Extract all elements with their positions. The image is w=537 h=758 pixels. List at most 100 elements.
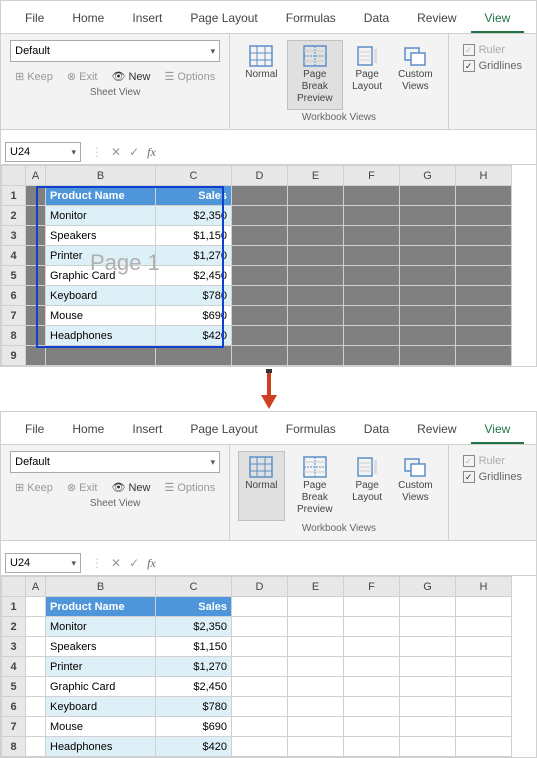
cell-C1[interactable]: Sales: [156, 186, 232, 206]
cell-A9[interactable]: [26, 346, 46, 366]
row-header-6[interactable]: 6: [2, 697, 26, 717]
cell-A6[interactable]: [26, 286, 46, 306]
col-header-A[interactable]: A: [26, 166, 46, 186]
ruler-checkbox[interactable]: ✓Ruler: [463, 455, 522, 467]
col-header-B[interactable]: B: [46, 577, 156, 597]
cell-F4[interactable]: [344, 657, 400, 677]
cell-D1[interactable]: [232, 186, 288, 206]
cell-E4[interactable]: [288, 246, 344, 266]
tab-file[interactable]: File: [11, 416, 58, 444]
cell-E3[interactable]: [288, 226, 344, 246]
cell-A2[interactable]: [26, 617, 46, 637]
cell-F3[interactable]: [344, 226, 400, 246]
tab-insert[interactable]: Insert: [118, 5, 176, 33]
cell-H5[interactable]: [456, 266, 512, 286]
keep-button[interactable]: ⊞Keep: [9, 479, 59, 496]
tab-file[interactable]: File: [11, 5, 58, 33]
cell-C8[interactable]: $420: [156, 326, 232, 346]
tab-page-layout[interactable]: Page Layout: [176, 5, 271, 33]
cell-D9[interactable]: [232, 346, 288, 366]
options-button[interactable]: ☰Options: [158, 479, 221, 496]
normal-view-button[interactable]: Normal: [238, 40, 284, 110]
cell-E5[interactable]: [288, 677, 344, 697]
cell-G7[interactable]: [400, 306, 456, 326]
cell-A8[interactable]: [26, 737, 46, 757]
cell-G8[interactable]: [400, 737, 456, 757]
cell-B1[interactable]: Product Name: [46, 186, 156, 206]
col-header-E[interactable]: E: [288, 166, 344, 186]
gridlines-checkbox[interactable]: ✓Gridlines: [463, 60, 522, 72]
cell-A1[interactable]: [26, 597, 46, 617]
cell-H2[interactable]: [456, 617, 512, 637]
cell-C4[interactable]: $1,270: [156, 246, 232, 266]
row-header-7[interactable]: 7: [2, 717, 26, 737]
tab-data[interactable]: Data: [350, 5, 403, 33]
cell-H6[interactable]: [456, 697, 512, 717]
cell-E3[interactable]: [288, 637, 344, 657]
cell-B5[interactable]: Graphic Card: [46, 266, 156, 286]
cell-B1[interactable]: Product Name: [46, 597, 156, 617]
cell-E6[interactable]: [288, 697, 344, 717]
tab-data[interactable]: Data: [350, 416, 403, 444]
row-header-5[interactable]: 5: [2, 266, 26, 286]
cell-F2[interactable]: [344, 617, 400, 637]
pagebreak-view-button[interactable]: Page BreakPreview: [287, 451, 344, 521]
cell-E8[interactable]: [288, 326, 344, 346]
row-header-7[interactable]: 7: [2, 306, 26, 326]
cell-C4[interactable]: $1,270: [156, 657, 232, 677]
cell-E2[interactable]: [288, 206, 344, 226]
cell-G4[interactable]: [400, 657, 456, 677]
tab-home[interactable]: Home: [58, 416, 118, 444]
cell-H1[interactable]: [456, 186, 512, 206]
tab-home[interactable]: Home: [58, 5, 118, 33]
cell-B2[interactable]: Monitor: [46, 206, 156, 226]
custom-views-button[interactable]: CustomViews: [391, 451, 439, 521]
tab-review[interactable]: Review: [403, 416, 470, 444]
col-header-A[interactable]: A: [26, 577, 46, 597]
cell-E7[interactable]: [288, 717, 344, 737]
cell-F2[interactable]: [344, 206, 400, 226]
cell-C8[interactable]: $420: [156, 737, 232, 757]
cell-F7[interactable]: [344, 306, 400, 326]
row-header-2[interactable]: 2: [2, 206, 26, 226]
cell-F1[interactable]: [344, 597, 400, 617]
new-button[interactable]: 👁New: [105, 68, 156, 85]
row-header-2[interactable]: 2: [2, 617, 26, 637]
col-header-C[interactable]: C: [156, 577, 232, 597]
enter-icon[interactable]: ✓: [129, 145, 139, 159]
cell-G3[interactable]: [400, 637, 456, 657]
fx-icon[interactable]: fx: [147, 556, 156, 571]
cell-H3[interactable]: [456, 637, 512, 657]
new-button[interactable]: 👁New: [105, 479, 156, 496]
row-header-1[interactable]: 1: [2, 597, 26, 617]
cell-D3[interactable]: [232, 637, 288, 657]
row-header-4[interactable]: 4: [2, 657, 26, 677]
col-header-H[interactable]: H: [456, 577, 512, 597]
col-header-D[interactable]: D: [232, 166, 288, 186]
row-header-1[interactable]: 1: [2, 186, 26, 206]
normal-view-button[interactable]: Normal: [238, 451, 284, 521]
custom-views-button[interactable]: CustomViews: [391, 40, 439, 110]
cell-G9[interactable]: [400, 346, 456, 366]
cell-H1[interactable]: [456, 597, 512, 617]
cell-F4[interactable]: [344, 246, 400, 266]
cell-E4[interactable]: [288, 657, 344, 677]
cell-H7[interactable]: [456, 717, 512, 737]
col-header-H[interactable]: H: [456, 166, 512, 186]
cell-C6[interactable]: $780: [156, 697, 232, 717]
cell-G6[interactable]: [400, 286, 456, 306]
cell-E1[interactable]: [288, 597, 344, 617]
col-header-F[interactable]: F: [344, 577, 400, 597]
cell-D8[interactable]: [232, 326, 288, 346]
cell-H8[interactable]: [456, 737, 512, 757]
cell-B2[interactable]: Monitor: [46, 617, 156, 637]
cell-E6[interactable]: [288, 286, 344, 306]
cell-A6[interactable]: [26, 697, 46, 717]
cell-F3[interactable]: [344, 637, 400, 657]
cell-F6[interactable]: [344, 697, 400, 717]
cell-C2[interactable]: $2,350: [156, 206, 232, 226]
cell-H5[interactable]: [456, 677, 512, 697]
sheetview-dropdown[interactable]: Default▾: [10, 451, 220, 473]
cell-G6[interactable]: [400, 697, 456, 717]
cell-D7[interactable]: [232, 717, 288, 737]
